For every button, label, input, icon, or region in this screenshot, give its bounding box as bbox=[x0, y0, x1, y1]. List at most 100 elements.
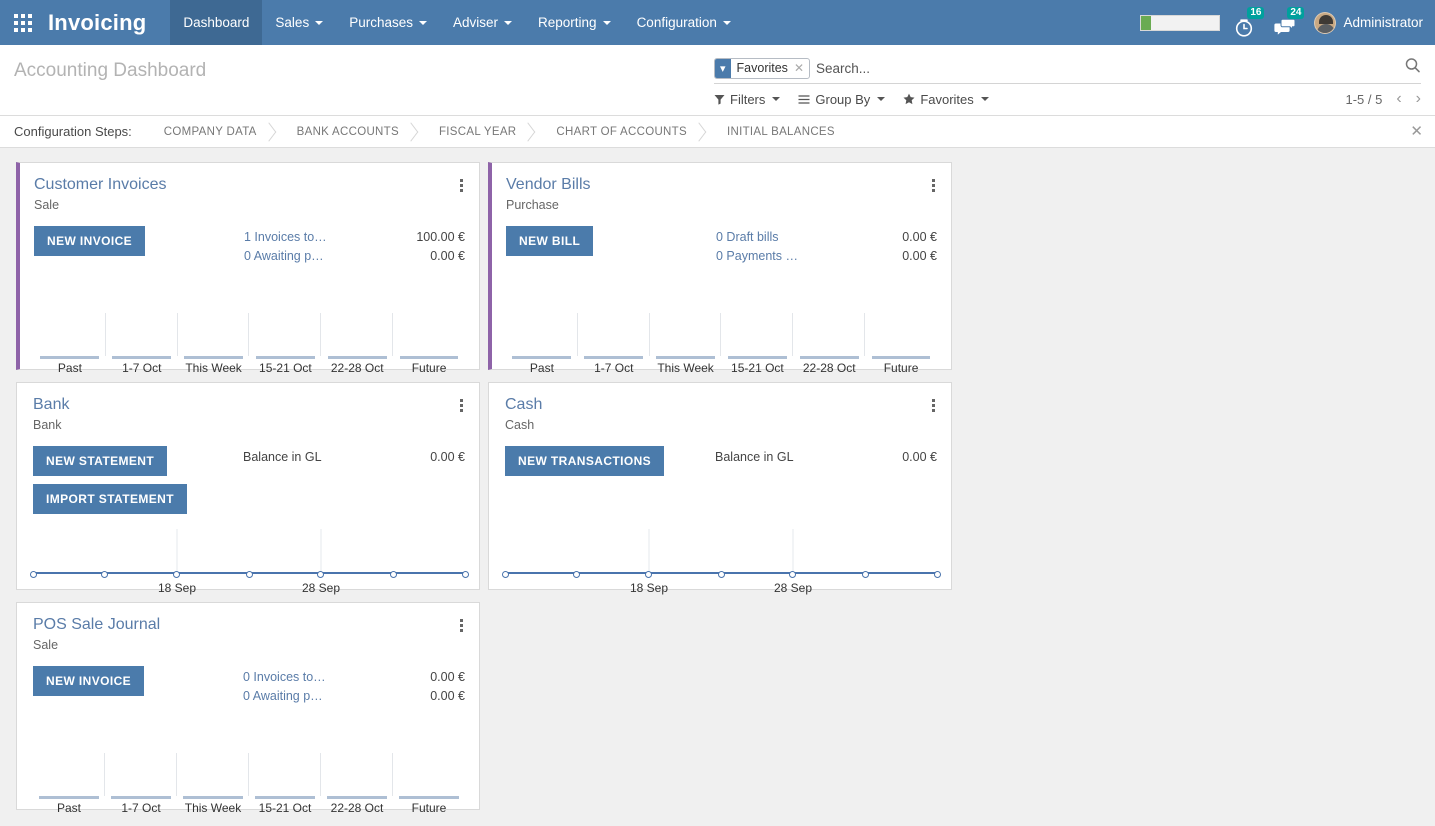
kebab-menu-icon[interactable] bbox=[450, 175, 465, 196]
kebab-menu-icon[interactable] bbox=[922, 395, 937, 416]
config-step-initial-balances[interactable]: INITIAL BALANCES bbox=[713, 116, 861, 147]
journal-card-cash[interactable]: Cash Cash NEW TRANSACTIONS Balance in GL 0.0… bbox=[488, 382, 952, 595]
nav-item-sales[interactable]: Sales bbox=[262, 0, 336, 45]
bar-column[interactable] bbox=[321, 303, 393, 359]
bar-column[interactable] bbox=[249, 303, 322, 359]
new-statement-button[interactable]: NEW STATEMENT bbox=[33, 446, 168, 476]
bar-column[interactable] bbox=[650, 303, 722, 359]
group-by-label: Group By bbox=[815, 91, 871, 107]
search-input[interactable] bbox=[816, 59, 1396, 77]
card-title[interactable]: Cash bbox=[505, 396, 543, 413]
x-tick-label: 1-7 Oct bbox=[122, 361, 162, 375]
config-step-label: INITIAL BALANCES bbox=[726, 125, 835, 138]
nav-item-dashboard[interactable]: Dashboard bbox=[170, 0, 263, 45]
data-point-marker[interactable] bbox=[861, 571, 869, 578]
bar-column[interactable] bbox=[578, 303, 650, 359]
chevron-down-icon bbox=[419, 20, 427, 25]
data-point-marker[interactable] bbox=[501, 571, 509, 578]
data-point-marker[interactable] bbox=[245, 571, 253, 578]
card-title[interactable]: POS Sale Journal bbox=[33, 616, 161, 633]
data-point-marker[interactable] bbox=[317, 571, 325, 578]
stat-row: 0 Awaiting p… 0.00 € bbox=[244, 247, 465, 266]
card-title[interactable]: Customer Invoices bbox=[34, 176, 167, 193]
apps-menu-button[interactable] bbox=[0, 0, 46, 45]
new-transactions-button[interactable]: NEW TRANSACTIONS bbox=[505, 446, 665, 476]
card-header: POS Sale Journal Sale bbox=[33, 615, 465, 652]
chevron-left-icon[interactable]: ‹ bbox=[1396, 90, 1402, 107]
nav-item-reporting[interactable]: Reporting bbox=[525, 0, 624, 45]
user-menu-button[interactable]: Administrator bbox=[1314, 11, 1423, 34]
config-step-fiscal-year[interactable]: FISCAL YEAR bbox=[425, 116, 542, 147]
line-chart-markers bbox=[29, 523, 469, 579]
data-point-marker[interactable] bbox=[461, 571, 469, 578]
stat-label[interactable]: 0 Invoices to… bbox=[243, 670, 326, 684]
bar-column[interactable] bbox=[393, 303, 465, 359]
data-point-marker[interactable] bbox=[29, 571, 37, 578]
bar-column[interactable] bbox=[34, 303, 106, 359]
close-icon[interactable]: ✕ bbox=[1410, 122, 1423, 140]
bar-column[interactable] bbox=[33, 743, 105, 799]
kebab-menu-icon[interactable] bbox=[450, 615, 465, 636]
dashboard-card-wrapper: Cash Cash NEW TRANSACTIONS Balance in GL 0.0… bbox=[484, 382, 956, 602]
bar-column[interactable] bbox=[177, 743, 249, 799]
bar-column[interactable] bbox=[793, 303, 865, 359]
dashboard-card-wrapper: Customer Invoices Sale NEW INVOICE 1 Invoic… bbox=[12, 162, 484, 382]
data-point-marker[interactable] bbox=[573, 571, 581, 578]
search-facet-remove-icon[interactable]: ✕ bbox=[793, 61, 804, 75]
data-point-marker[interactable] bbox=[173, 571, 181, 578]
favorites-dropdown[interactable]: Favorites bbox=[903, 92, 989, 107]
stat-label[interactable]: 0 Awaiting p… bbox=[244, 249, 324, 263]
new-invoice-button[interactable]: NEW INVOICE bbox=[34, 226, 146, 256]
kebab-menu-icon[interactable] bbox=[922, 175, 937, 196]
nav-item-adviser[interactable]: Adviser bbox=[440, 0, 525, 45]
data-point-marker[interactable] bbox=[389, 571, 397, 578]
search-facet-favorites[interactable]: ▾ Favorites ✕ bbox=[714, 57, 810, 79]
new-invoice-button[interactable]: NEW INVOICE bbox=[33, 666, 145, 696]
stat-label[interactable]: 0 Awaiting p… bbox=[243, 689, 323, 703]
data-point-marker[interactable] bbox=[789, 571, 797, 578]
journal-card-pos-sale-journal[interactable]: POS Sale Journal Sale NEW INVOICE 0 Invoice… bbox=[16, 602, 480, 815]
chevron-down-icon bbox=[602, 20, 611, 25]
nav-item-purchases[interactable]: Purchases bbox=[336, 0, 440, 45]
bar-column[interactable] bbox=[721, 303, 794, 359]
bar bbox=[512, 356, 572, 359]
journal-card-vendor-bills[interactable]: Vendor Bills Purchase NEW BILL 0 Draft bill… bbox=[488, 162, 952, 375]
filters-dropdown[interactable]: Filters bbox=[714, 91, 781, 107]
card-title[interactable]: Vendor Bills bbox=[506, 176, 591, 193]
data-point-marker[interactable] bbox=[101, 571, 109, 578]
bar-column[interactable] bbox=[865, 303, 937, 359]
journal-card-customer-invoices[interactable]: Customer Invoices Sale NEW INVOICE 1 Invoic… bbox=[16, 162, 480, 375]
x-tick-label: 22-28 Oct bbox=[802, 361, 856, 375]
card-stats: 1 Invoices to… 100.00 € 0 Awaiting p… 0.00 … bbox=[244, 226, 465, 266]
bar-column[interactable] bbox=[249, 743, 321, 799]
config-step-company-data[interactable]: COMPANY DATA bbox=[150, 116, 283, 147]
kebab-menu-icon[interactable] bbox=[450, 395, 465, 416]
card-title[interactable]: Bank bbox=[33, 396, 70, 413]
journal-card-bank[interactable]: Bank Bank NEW STATEMENT IMPORT STATEMENT Bal… bbox=[16, 382, 480, 595]
bar-column[interactable] bbox=[321, 743, 393, 799]
bar-column[interactable] bbox=[105, 743, 177, 799]
x-tick-label: 28 Sep bbox=[773, 581, 813, 595]
group-by-dropdown[interactable]: Group By bbox=[798, 91, 886, 107]
new-bill-button[interactable]: NEW BILL bbox=[506, 226, 594, 256]
config-step-chart-of-accounts[interactable]: CHART OF ACCOUNTS bbox=[542, 116, 713, 147]
bar-column[interactable] bbox=[178, 303, 250, 359]
filters-label: Filters bbox=[730, 91, 766, 107]
bar-column[interactable] bbox=[506, 303, 578, 359]
data-point-marker[interactable] bbox=[717, 571, 725, 578]
magnifier-icon[interactable] bbox=[1396, 57, 1421, 79]
bar-column[interactable] bbox=[106, 303, 178, 359]
x-tick-label: 15-21 Oct bbox=[259, 361, 312, 375]
activity-menu-button[interactable]: 16 bbox=[1234, 6, 1265, 37]
data-point-marker[interactable] bbox=[645, 571, 653, 578]
chevron-right-icon[interactable]: › bbox=[1415, 90, 1421, 107]
stat-label[interactable]: 0 Draft bills bbox=[716, 230, 779, 244]
import-statement-button[interactable]: IMPORT STATEMENT bbox=[33, 484, 187, 514]
config-step-bank-accounts[interactable]: BANK ACCOUNTS bbox=[283, 116, 425, 147]
messaging-menu-button[interactable]: 24 bbox=[1274, 6, 1305, 37]
bar-column[interactable] bbox=[393, 743, 465, 799]
stat-label[interactable]: 1 Invoices to… bbox=[244, 230, 327, 244]
stat-label[interactable]: 0 Payments … bbox=[716, 249, 798, 263]
nav-item-configuration[interactable]: Configuration bbox=[624, 0, 744, 45]
data-point-marker[interactable] bbox=[933, 571, 941, 578]
